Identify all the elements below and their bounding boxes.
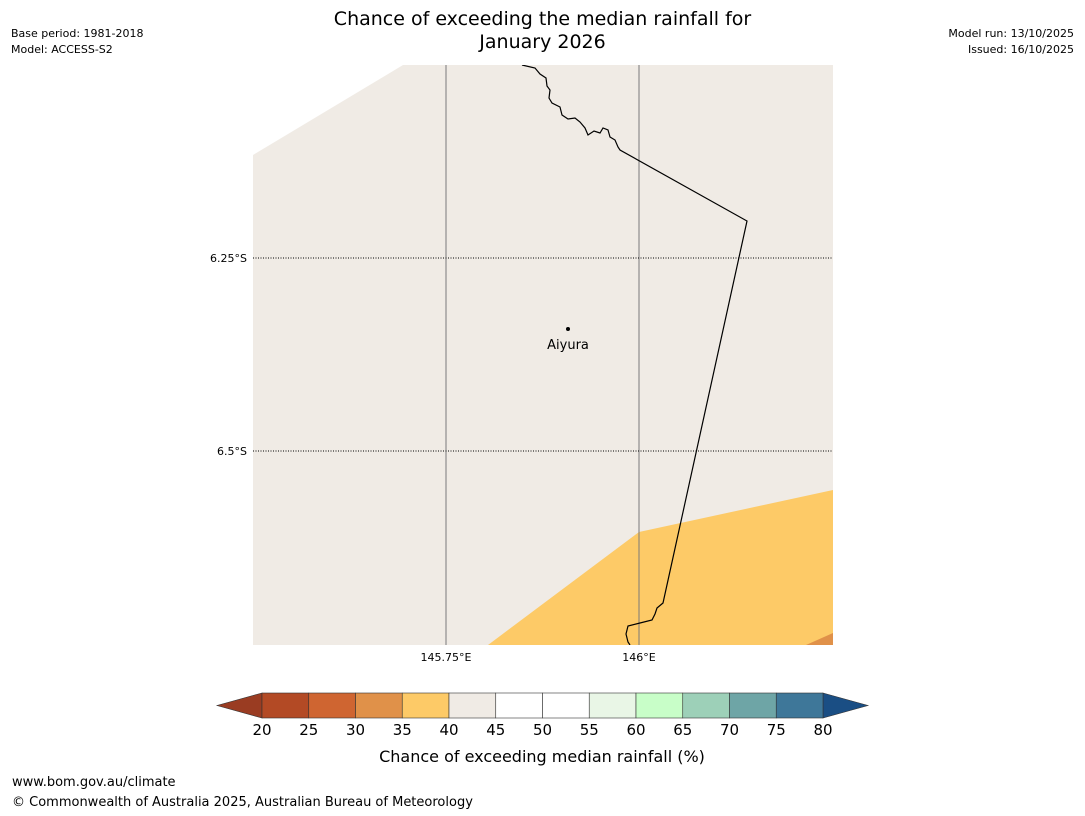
colorbar-bin (261, 692, 310, 719)
colorbar-tick-label: 60 (626, 721, 645, 739)
colorbar-tick-label: 25 (299, 721, 318, 739)
colorbar-tick-label: 35 (393, 721, 412, 739)
header-right: Model run: 13/10/2025 Issued: 16/10/2025 (948, 26, 1074, 58)
rainfall-zone-30-35 (806, 633, 833, 645)
map-area: Aiyura (253, 65, 833, 645)
colorbar-tick-label: 65 (673, 721, 692, 739)
title-line-2: January 2026 (479, 31, 606, 53)
colorbar-tick-label: 55 (580, 721, 599, 739)
colorbar-tick-label: 70 (720, 721, 739, 739)
lon-label-146: 146°E (622, 651, 655, 664)
colorbar-title: Chance of exceeding median rainfall (%) (379, 747, 705, 766)
colorbar-over-arrow (822, 692, 870, 719)
colorbar-bin (635, 692, 684, 719)
colorbar: 20 25 30 35 40 45 50 55 60 65 70 75 80 (215, 692, 870, 739)
colorbar-bin (495, 692, 543, 719)
colorbar-bin (542, 692, 590, 719)
chart-title: Chance of exceeding the median rainfall … (0, 8, 1085, 54)
model-run-text: Model run: 13/10/2025 (948, 27, 1074, 40)
rainfall-zone-35-40 (488, 490, 833, 645)
lat-label-6-5: 6.5°S (217, 445, 247, 458)
base-period-text: Base period: 1981-2018 (11, 27, 144, 40)
colorbar-bin (682, 692, 730, 719)
model-text: Model: ACCESS-S2 (11, 43, 113, 56)
colorbar-tick-label: 40 (439, 721, 458, 739)
lon-label-145-75: 145.75°E (421, 651, 472, 664)
lat-label-6-25: 6.25°S (210, 252, 247, 265)
footer-copyright: © Commonwealth of Australia 2025, Austra… (12, 795, 473, 810)
issued-text: Issued: 16/10/2025 (967, 43, 1074, 56)
colorbar-tick-label: 75 (767, 721, 786, 739)
colorbar-tick-label: 80 (813, 721, 832, 739)
colorbar-tick-label: 45 (486, 721, 505, 739)
colorbar-under-arrow (215, 692, 263, 719)
colorbar-tick-label: 30 (346, 721, 365, 739)
colorbar-bin (448, 692, 497, 719)
aiyura-marker (566, 327, 570, 331)
header-left: Base period: 1981-2018 Model: ACCESS-S2 (11, 26, 143, 58)
colorbar-bin (729, 692, 777, 719)
title-line-1: Chance of exceeding the median rainfall … (333, 8, 752, 30)
colorbar-tick-label: 50 (533, 721, 552, 739)
province-border (521, 65, 748, 645)
colorbar-bin (355, 692, 403, 719)
place-label-aiyura: Aiyura (547, 338, 589, 353)
colorbar-bin (588, 692, 637, 719)
colorbar-bin (308, 692, 356, 719)
colorbar-tick-label: 20 (252, 721, 271, 739)
colorbar-bin (401, 692, 450, 719)
colorbar-bin (775, 692, 824, 719)
rainfall-zone-40-45 (253, 65, 833, 645)
footer-url: www.bom.gov.au/climate (12, 775, 176, 790)
